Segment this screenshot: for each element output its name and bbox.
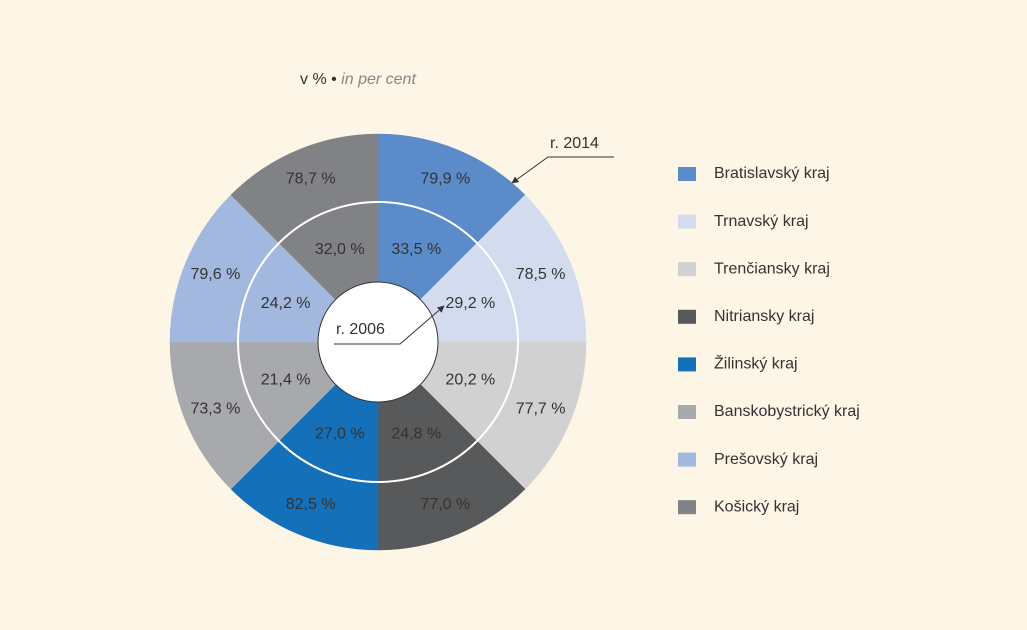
legend-swatch [678, 357, 696, 372]
data-label: 20,2 % [445, 371, 495, 388]
legend-swatch [678, 214, 696, 229]
legend-label: Trnavský kraj [714, 213, 809, 230]
series-label: r. 2006 [336, 321, 385, 338]
pointer [511, 156, 614, 184]
legend-swatch [678, 309, 696, 324]
ring-divider [237, 201, 519, 483]
center-hole [317, 281, 439, 403]
pointer [334, 305, 445, 345]
legend-swatch [678, 405, 696, 419]
legend-swatch [678, 452, 696, 467]
legend-label: Trenčiansky kraj [714, 260, 830, 277]
series-label: r. 2014 [550, 135, 599, 152]
data-label: 33,5 % [391, 241, 441, 258]
data-label: 78,7 % [286, 171, 336, 188]
rings: 79,9 % 78,5 % 77,7 % 77,0 % 82,5 % 73,3 % 79,6… [169, 133, 587, 551]
data-label: 21,4 % [261, 371, 311, 388]
data-label: 77,0 % [420, 496, 470, 513]
subtitle: v % • in per cent [300, 71, 416, 88]
data-label: 79,6 % [190, 266, 240, 283]
legend-label: Nitriansky kraj [714, 308, 814, 325]
legend-label: Banskobystrický kraj [714, 403, 860, 420]
legend-swatch [678, 262, 696, 277]
legend-swatch [678, 500, 696, 515]
legend-label: Prešovský kraj [714, 451, 818, 468]
legend-label: Žilinský kraj [714, 354, 798, 373]
data-label: 73,3 % [190, 401, 240, 418]
legend-label: Bratislavský kraj [714, 165, 830, 182]
data-label: 82,5 % [286, 496, 336, 513]
subtitle-sk: v % • [300, 71, 337, 88]
data-label: 27,0 % [315, 426, 365, 443]
data-label: 79,9 % [420, 171, 470, 188]
data-label: 32,0 % [315, 241, 365, 258]
subtitle-en: in per cent [341, 71, 416, 88]
annotations: r. 2014 r. 2006 [334, 135, 614, 345]
legend-label: Košický kraj [714, 498, 799, 515]
legend-swatch [678, 167, 696, 181]
data-label: 24,2 % [261, 295, 311, 312]
data-label: 78,5 % [516, 266, 566, 283]
data-label: 29,2 % [445, 295, 495, 312]
legend: Bratislavský kraj Trnavský kraj Trenčiansk… [678, 165, 860, 515]
data-label: 77,7 % [516, 401, 566, 418]
data-label: 24,8 % [391, 426, 441, 443]
